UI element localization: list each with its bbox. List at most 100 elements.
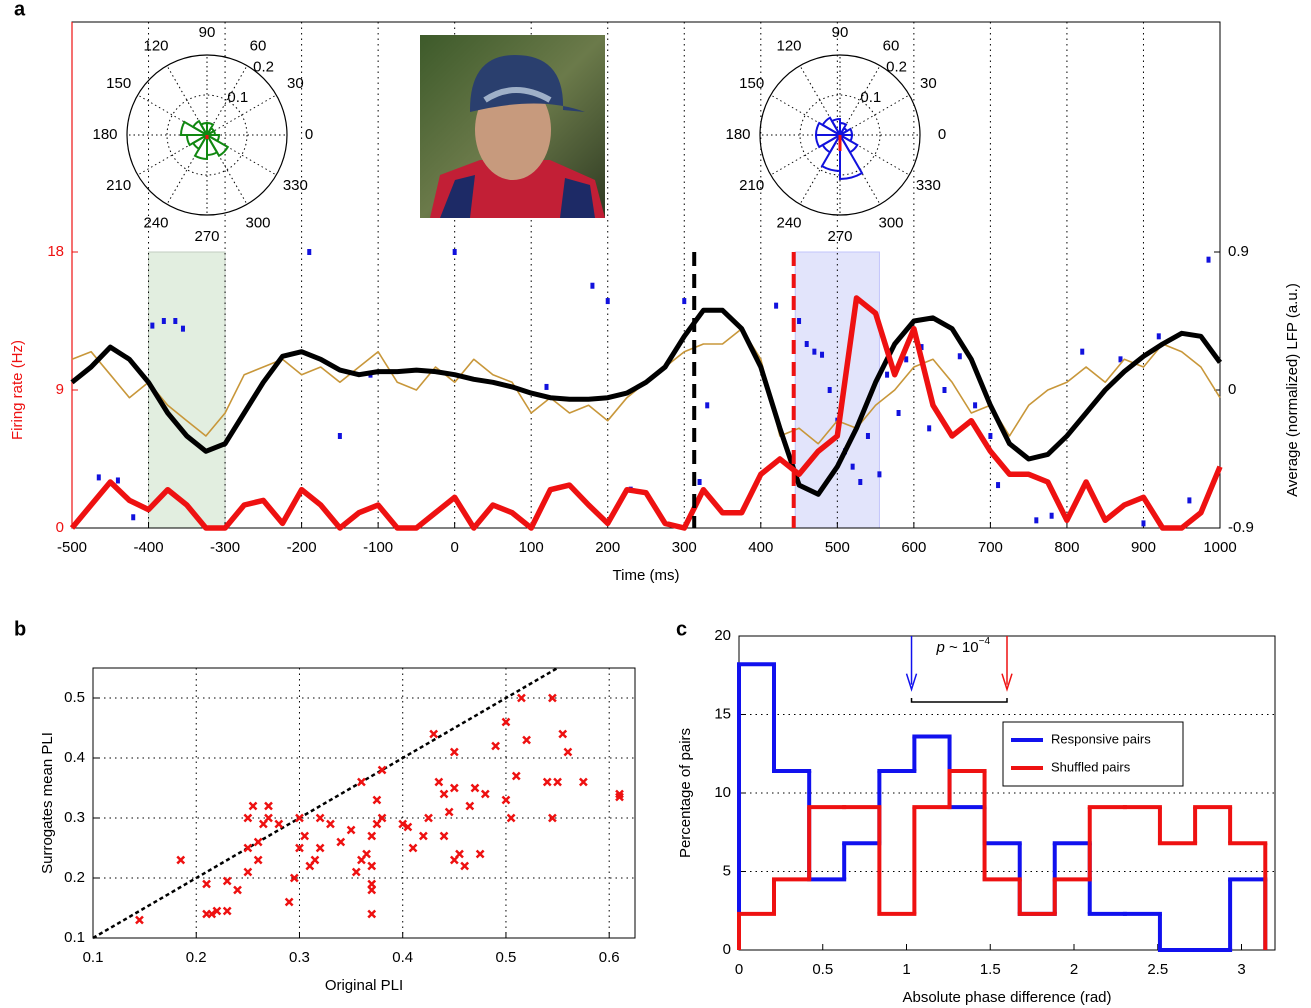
raster-tick bbox=[877, 471, 882, 478]
scatter-point bbox=[367, 831, 377, 841]
y-tick-label: 9 bbox=[56, 381, 64, 398]
scatter-point bbox=[264, 813, 273, 823]
scatter-point bbox=[336, 837, 346, 847]
raster-tick bbox=[957, 353, 962, 360]
scatter-point bbox=[326, 819, 335, 829]
scatter-point bbox=[377, 765, 387, 775]
x-tick-label: 0 bbox=[450, 539, 458, 556]
rose-bin bbox=[837, 132, 859, 154]
raster-tick bbox=[96, 474, 101, 481]
scatter-point bbox=[357, 777, 366, 787]
scatter-point bbox=[418, 831, 428, 841]
polar-ring bbox=[799, 94, 881, 176]
x-tick-label: -200 bbox=[287, 539, 317, 556]
raster-tick bbox=[973, 402, 978, 409]
polar-theta-label: 240 bbox=[776, 214, 801, 231]
x-tick-label: 0.1 bbox=[83, 949, 104, 966]
y-tick-label: 18 bbox=[47, 243, 64, 260]
panel-letter: c bbox=[676, 618, 687, 640]
rose-bin bbox=[814, 134, 844, 149]
scatter-point bbox=[522, 735, 531, 745]
panel-letter: b bbox=[14, 618, 26, 640]
polar-theta-label: 270 bbox=[827, 228, 852, 245]
polar-theta-label: 150 bbox=[106, 75, 131, 92]
series-line bbox=[70, 307, 1223, 497]
raster-tick bbox=[927, 425, 932, 432]
scatter-point bbox=[243, 867, 253, 877]
scatter-point bbox=[362, 849, 371, 859]
raster-tick bbox=[885, 371, 890, 378]
y-tick-label: 0.5 bbox=[64, 689, 85, 706]
rose-bin bbox=[204, 132, 230, 158]
scatter-point bbox=[480, 789, 490, 799]
scatter-point bbox=[501, 795, 511, 805]
scatter-point bbox=[558, 729, 568, 739]
scatter-point bbox=[434, 777, 444, 787]
scatter-point bbox=[202, 879, 211, 889]
y-tick-label: 0.2 bbox=[64, 869, 85, 886]
scatter-point bbox=[176, 855, 186, 865]
x-axis-label: Time (ms) bbox=[613, 567, 680, 584]
raster-tick bbox=[115, 477, 120, 484]
polar-theta-label: 150 bbox=[739, 75, 764, 92]
raster-tick bbox=[865, 433, 870, 439]
scatter-point bbox=[449, 747, 459, 757]
scatter-point bbox=[491, 741, 501, 751]
raster-tick bbox=[1118, 356, 1123, 363]
x-tick-label: -500 bbox=[57, 539, 87, 556]
scatter-point bbox=[398, 819, 408, 829]
raster-tick bbox=[161, 318, 166, 324]
raster-tick bbox=[682, 298, 687, 305]
polar-theta-label: 180 bbox=[725, 126, 750, 143]
raster-tick bbox=[131, 514, 136, 521]
x-tick-label: -300 bbox=[210, 539, 240, 556]
polar-theta-label: 90 bbox=[832, 24, 849, 41]
y-tick-label: 0.4 bbox=[64, 749, 85, 766]
polar-theta-label: 330 bbox=[916, 177, 941, 194]
x-tick-label: 1 bbox=[902, 961, 910, 978]
scatter-point bbox=[289, 873, 299, 883]
scatter-point bbox=[377, 813, 387, 823]
scatter-point bbox=[548, 813, 557, 823]
raster-tick bbox=[1156, 333, 1161, 340]
polar-theta-label: 120 bbox=[776, 38, 801, 55]
polar-theta-label: 300 bbox=[245, 214, 270, 231]
x-tick-label: 1.5 bbox=[980, 961, 1001, 978]
scatter-point bbox=[367, 885, 377, 895]
raster-tick bbox=[307, 249, 312, 255]
scatter-point bbox=[222, 906, 232, 916]
polar-theta-label: 240 bbox=[143, 214, 168, 231]
x-tick-label: 800 bbox=[1054, 539, 1079, 556]
raster-tick bbox=[173, 318, 178, 324]
arrow-head bbox=[905, 673, 918, 692]
raster-tick bbox=[1034, 517, 1039, 524]
y-axis-label: Surrogates mean PLI bbox=[39, 732, 56, 874]
raster-tick bbox=[605, 298, 610, 305]
y2-tick-label: -0.9 bbox=[1228, 519, 1254, 536]
scatter-point bbox=[207, 909, 217, 919]
raster-tick bbox=[988, 433, 993, 439]
polar-theta-label: 330 bbox=[283, 177, 308, 194]
y-tick-label: 0 bbox=[723, 941, 731, 958]
scatter-point bbox=[315, 813, 325, 823]
x-tick-label: 3 bbox=[1237, 961, 1245, 978]
scatter-point bbox=[475, 849, 485, 859]
y-axis-label: Firing rate (Hz) bbox=[9, 340, 26, 440]
raster-tick bbox=[996, 482, 1001, 489]
x-tick-label: 600 bbox=[901, 539, 926, 556]
raster-tick bbox=[942, 387, 947, 393]
scatter-point bbox=[264, 801, 273, 811]
raster-tick bbox=[1187, 497, 1192, 504]
scatter-point bbox=[222, 876, 232, 886]
rose-bin bbox=[185, 134, 211, 147]
x-tick-label: 0.5 bbox=[496, 949, 517, 966]
annotation-exponent: −4 bbox=[979, 635, 991, 646]
polar-theta-label: 60 bbox=[250, 38, 267, 55]
scatter-point bbox=[517, 693, 526, 703]
series-line bbox=[69, 295, 1223, 531]
scatter-point bbox=[243, 843, 253, 853]
polar-theta-label: 60 bbox=[883, 38, 900, 55]
polar-ring bbox=[126, 54, 288, 216]
rose-bin bbox=[203, 134, 221, 143]
scatter-point bbox=[253, 837, 263, 847]
